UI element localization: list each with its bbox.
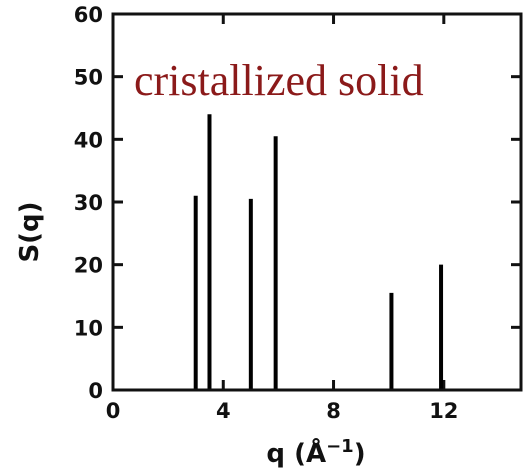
- x-tick-label: 4: [216, 399, 231, 423]
- y-tick-label: 0: [88, 379, 103, 403]
- y-tick-label: 50: [74, 66, 103, 90]
- plot-frame: [111, 12, 523, 392]
- y-axis-label: S(q): [15, 201, 45, 262]
- y-axis-ticks: 0 10 20 30 40 50 60: [74, 3, 521, 403]
- x-axis-ticks: 0 4 8 12: [106, 14, 458, 423]
- y-tick-label: 40: [74, 128, 103, 152]
- x-axis-label: q (Å−1): [266, 436, 365, 469]
- y-tick-label: 30: [74, 191, 103, 215]
- y-tick-label: 20: [74, 254, 103, 278]
- y-tick-label: 10: [74, 316, 103, 340]
- y-tick-label: 60: [74, 3, 103, 27]
- x-tick-label: 8: [326, 399, 341, 423]
- x-tick-label: 0: [106, 399, 121, 423]
- peak-bars: [193, 114, 444, 390]
- annotation-text: cristallized solid: [134, 56, 424, 105]
- x-tick-label: 12: [429, 399, 458, 423]
